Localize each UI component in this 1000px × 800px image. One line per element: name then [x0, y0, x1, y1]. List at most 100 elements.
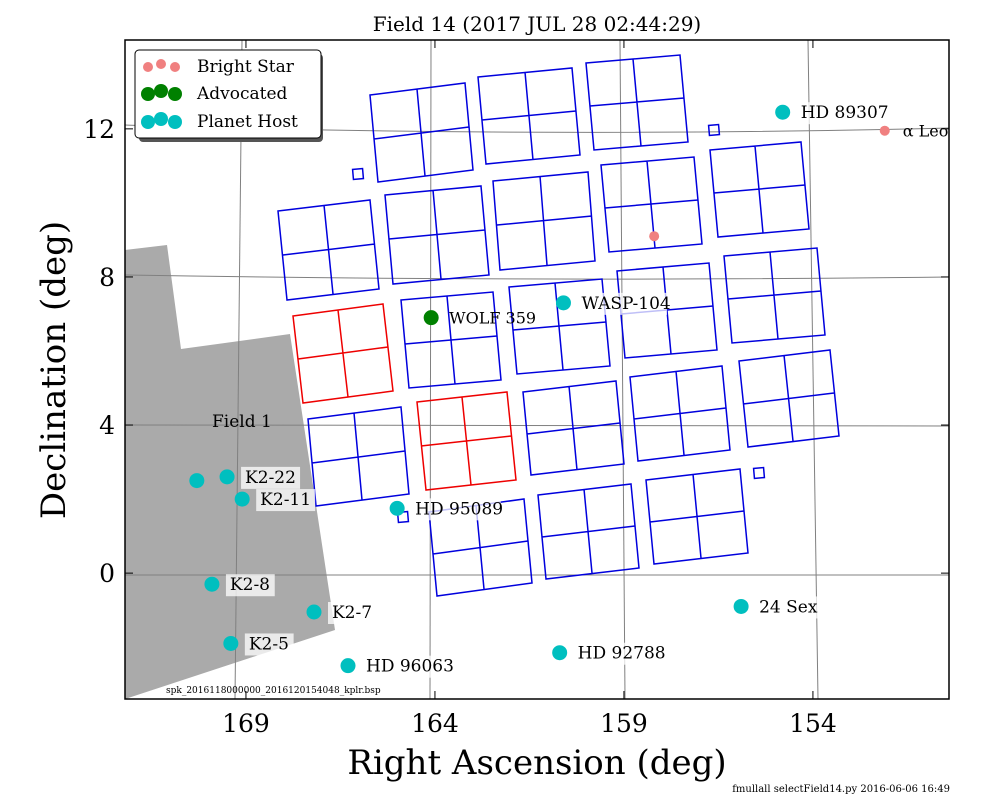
point-host — [223, 635, 239, 651]
legend: Bright Star Advocated Planet Host — [134, 49, 323, 142]
point-label-bg — [796, 102, 887, 125]
plot-area: Field 1 α Leo WOLF 359 WASP-104 HD 89307 HD … — [125, 40, 949, 699]
point-label-bg — [256, 489, 316, 512]
grid-line-ra-154 — [807, 40, 819, 699]
legend-entry-bright-star: Bright Star — [143, 57, 295, 77]
small-square — [752, 466, 766, 480]
point-host — [733, 598, 749, 614]
point-label: WASP-104 — [581, 294, 670, 314]
point-label-bg — [327, 601, 377, 624]
legend-label-advocated: Advocated — [196, 84, 288, 104]
point-host — [204, 576, 220, 592]
point-label: WOLF 359 — [449, 309, 536, 328]
legend-label-bright-star: Bright Star — [197, 57, 295, 77]
ccd-module — [738, 349, 840, 448]
legend-entry-planet-host: Planet Host — [141, 112, 298, 132]
grid-line-ra-159 — [619, 40, 626, 699]
ccd-module-advocated — [292, 303, 394, 404]
x-axis-label: Right Ascension (deg) — [347, 743, 726, 783]
legend-marker-advocated — [168, 87, 182, 101]
point-label-bg — [362, 655, 452, 678]
y-tick-label: 12 — [83, 115, 115, 144]
point-label: HD 96063 — [366, 657, 454, 677]
ccd-module — [492, 171, 596, 271]
footer-file-label: spk_2016118000000_2016120154048_kplr.bsp — [166, 686, 381, 696]
ccd-module — [277, 199, 380, 301]
point-bright — [649, 231, 660, 242]
point-label: K2-5 — [249, 634, 289, 654]
x-tick-label: 154 — [789, 709, 837, 738]
legend-marker-advocated — [141, 87, 155, 101]
point-label: HD 95089 — [415, 499, 503, 519]
ccd-module — [508, 278, 611, 375]
ccd-module — [537, 483, 640, 580]
point-host — [234, 491, 250, 507]
point-label-bg — [241, 466, 301, 489]
ccd-module-advocated — [416, 391, 517, 491]
plot-frame — [124, 39, 950, 700]
ccd-module — [723, 247, 826, 344]
point-host — [555, 295, 571, 311]
grid-line-dec-4 — [125, 424, 949, 427]
point-label-bg — [755, 596, 825, 619]
ccd-modules — [277, 54, 840, 597]
point-label: HD 89307 — [801, 103, 889, 123]
x-tick-label: 159 — [600, 709, 648, 738]
ccd-module — [585, 54, 689, 151]
point-label-bg — [225, 574, 275, 597]
y-axis-label: Declination (deg) — [34, 221, 74, 519]
small-square — [351, 167, 365, 181]
ccd-module — [522, 380, 625, 476]
point-label: K2-7 — [332, 603, 372, 623]
legend-marker-host — [141, 115, 155, 129]
point-label: HD 92788 — [578, 644, 666, 664]
ccd-module — [400, 291, 502, 389]
point-label-bg — [577, 292, 668, 315]
ccd-module — [645, 468, 749, 565]
legend-marker-bright — [143, 62, 153, 72]
ccd-module — [307, 406, 410, 507]
point-host — [340, 658, 356, 674]
y-tick-label: 4 — [99, 411, 115, 440]
grid-line-dec-8 — [125, 274, 949, 280]
point-label: K2-8 — [230, 575, 270, 595]
legend-marker-bright — [156, 59, 166, 69]
small-square — [707, 123, 721, 137]
field-1-label: Field 1 — [212, 412, 272, 432]
footer-credit: fmullall selectField14.py 2016-06-06 16:… — [732, 784, 950, 795]
ccd-module — [477, 67, 581, 165]
legend-entry-advocated: Advocated — [141, 84, 288, 104]
advocated-modules — [292, 303, 517, 491]
ccd-module — [369, 82, 474, 183]
point-label-bg — [244, 633, 294, 656]
point-bright — [879, 125, 890, 136]
points-layer: α Leo WOLF 359 WASP-104 HD 89307 HD 95089 K2-… — [189, 102, 949, 678]
x-axis-ticks: 169 164 159 154 — [222, 40, 837, 738]
legend-marker-advocated — [154, 84, 168, 98]
y-tick-label: 8 — [99, 263, 115, 292]
legend-marker-host — [168, 115, 182, 129]
point-label: K2-11 — [260, 490, 311, 510]
point-advocated — [423, 310, 439, 326]
legend-marker-host — [154, 112, 168, 126]
chart-title: Field 14 (2017 JUL 28 02:44:29) — [373, 12, 701, 36]
ccd-module — [629, 365, 731, 462]
point-host — [775, 104, 791, 120]
ccd-module — [384, 185, 490, 285]
point-label-bg — [411, 498, 501, 521]
x-tick-label: 169 — [222, 709, 270, 738]
point-host — [389, 500, 405, 516]
y-tick-label: 0 — [99, 559, 115, 588]
point-label: 24 Sex — [759, 597, 818, 617]
point-label: α Leo — [903, 122, 949, 141]
point-label: K2-22 — [245, 468, 296, 488]
point-host — [306, 604, 322, 620]
x-tick-label: 164 — [411, 709, 459, 738]
point-host — [552, 645, 568, 661]
point-host — [189, 473, 205, 489]
legend-box — [134, 49, 322, 139]
ccd-module — [709, 141, 810, 238]
y-axis-ticks: 0 4 8 12 — [83, 115, 949, 588]
grid-line-ra-164 — [429, 40, 432, 699]
